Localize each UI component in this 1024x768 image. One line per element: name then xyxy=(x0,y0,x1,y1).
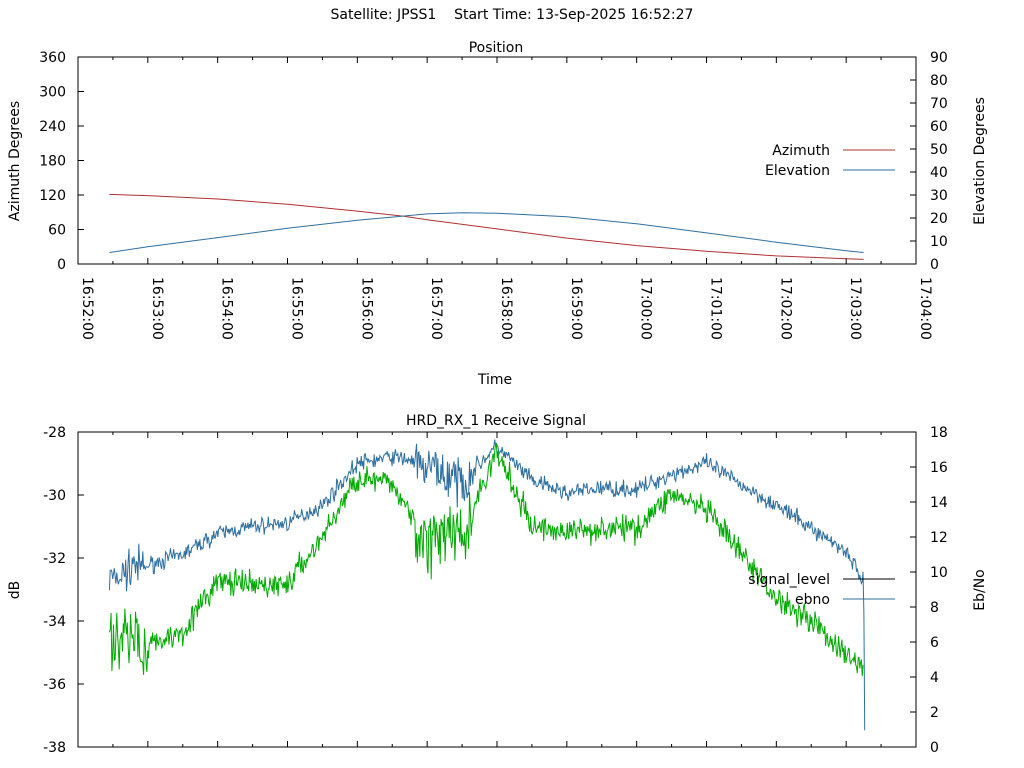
time-axis-label: Time xyxy=(477,372,512,388)
legend-label: Elevation xyxy=(765,163,830,179)
y2-tick-label: 12 xyxy=(930,530,948,546)
y-tick-label: -32 xyxy=(43,551,66,567)
y2-tick-label: 30 xyxy=(930,188,948,204)
y2-tick-label: 90 xyxy=(930,50,948,66)
x-tick-label: 16:57:00 xyxy=(428,277,444,340)
signal-chart-title: HRD_RX_1 Receive Signal xyxy=(406,413,586,429)
ebno-axis-label: Eb/No xyxy=(972,569,988,611)
signal-plot-frame xyxy=(77,431,917,748)
position-chart-title: Position xyxy=(469,40,524,56)
x-tick-label: 17:01:00 xyxy=(708,277,724,340)
y2-tick-label: 2 xyxy=(930,705,939,721)
azimuth-axis-label: Azimuth Degrees xyxy=(7,101,23,221)
y-tick-label: 180 xyxy=(39,154,66,170)
page-title: Satellite: JPSS1 Start Time: 13-Sep-2025… xyxy=(330,7,694,23)
y-tick-label: -30 xyxy=(43,488,66,504)
y-tick-label: -34 xyxy=(43,614,66,630)
legend-label: ebno xyxy=(795,592,830,608)
y2-tick-label: 8 xyxy=(930,600,939,616)
y-tick-label: -36 xyxy=(43,677,66,693)
y-tick-label: -28 xyxy=(43,425,66,441)
y2-tick-label: 4 xyxy=(930,670,939,686)
y-tick-label: 0 xyxy=(57,257,66,273)
y-tick-label: 60 xyxy=(48,223,66,239)
x-tick-label: 16:58:00 xyxy=(498,277,514,340)
y2-tick-label: 40 xyxy=(930,165,948,181)
signal-chart: HRD_RX_1 Receive Signal -38-36-34-32-30-… xyxy=(7,413,988,756)
y-tick-label: 240 xyxy=(39,119,66,135)
y2-tick-label: 10 xyxy=(930,565,948,581)
legend-label: Azimuth xyxy=(772,143,830,159)
y2-tick-label: 10 xyxy=(930,234,948,250)
x-tick-label: 16:54:00 xyxy=(219,277,235,340)
y2-tick-label: 80 xyxy=(930,73,948,89)
legend-label: signal_level xyxy=(748,572,830,588)
position-series xyxy=(109,193,864,260)
Elevation-line xyxy=(109,212,864,253)
snr-line xyxy=(108,443,864,677)
y2-tick-label: 14 xyxy=(930,495,948,511)
x-tick-label: 16:59:00 xyxy=(568,277,584,340)
y-tick-label: -38 xyxy=(43,740,66,756)
y-tick-label: 120 xyxy=(39,188,66,204)
signal-axes: -38 -36 -34 -32 -30 -28 0 2 4 6 8 10 12 14 16 18 xyxy=(43,425,948,756)
y2-tick-label: 0 xyxy=(930,740,939,756)
y2-tick-label: 20 xyxy=(930,211,948,227)
y2-tick-label: 6 xyxy=(930,635,939,651)
y2-tick-label: 50 xyxy=(930,142,948,158)
position-legend: Azimuth Elevation xyxy=(765,143,895,179)
y2-tick-label: 18 xyxy=(930,425,948,441)
position-chart: Position 0 60 120 180 240 300 360 0 10 20 30 40 50 60… xyxy=(7,40,988,388)
position-axes: 0 60 120 180 240 300 360 0 10 20 30 40 50 60 70 80 90 16:… xyxy=(39,50,948,340)
x-tick-label: 16:53:00 xyxy=(149,277,165,340)
elevation-axis-label: Elevation Degrees xyxy=(972,97,988,225)
x-tick-label: 17:03:00 xyxy=(847,277,863,340)
x-tick-label: 17:04:00 xyxy=(917,277,933,340)
y2-tick-label: 16 xyxy=(930,460,948,476)
db-axis-label: dB xyxy=(7,581,23,600)
x-tick-label: 17:02:00 xyxy=(777,277,793,340)
x-tick-label: 17:00:00 xyxy=(638,277,654,340)
y-tick-label: 300 xyxy=(39,85,66,101)
x-tick-label: 16:52:00 xyxy=(79,277,95,340)
x-tick-label: 16:55:00 xyxy=(289,277,305,340)
y2-tick-label: 70 xyxy=(930,96,948,112)
signal-series xyxy=(108,439,866,731)
Azimuth-line xyxy=(109,193,864,260)
y2-tick-label: 0 xyxy=(930,257,939,273)
x-tick-label: 16:56:00 xyxy=(358,277,374,340)
y-tick-label: 360 xyxy=(39,50,66,66)
ebno-line xyxy=(108,439,866,731)
y2-tick-label: 60 xyxy=(930,119,948,135)
position-plot-frame xyxy=(77,56,917,265)
